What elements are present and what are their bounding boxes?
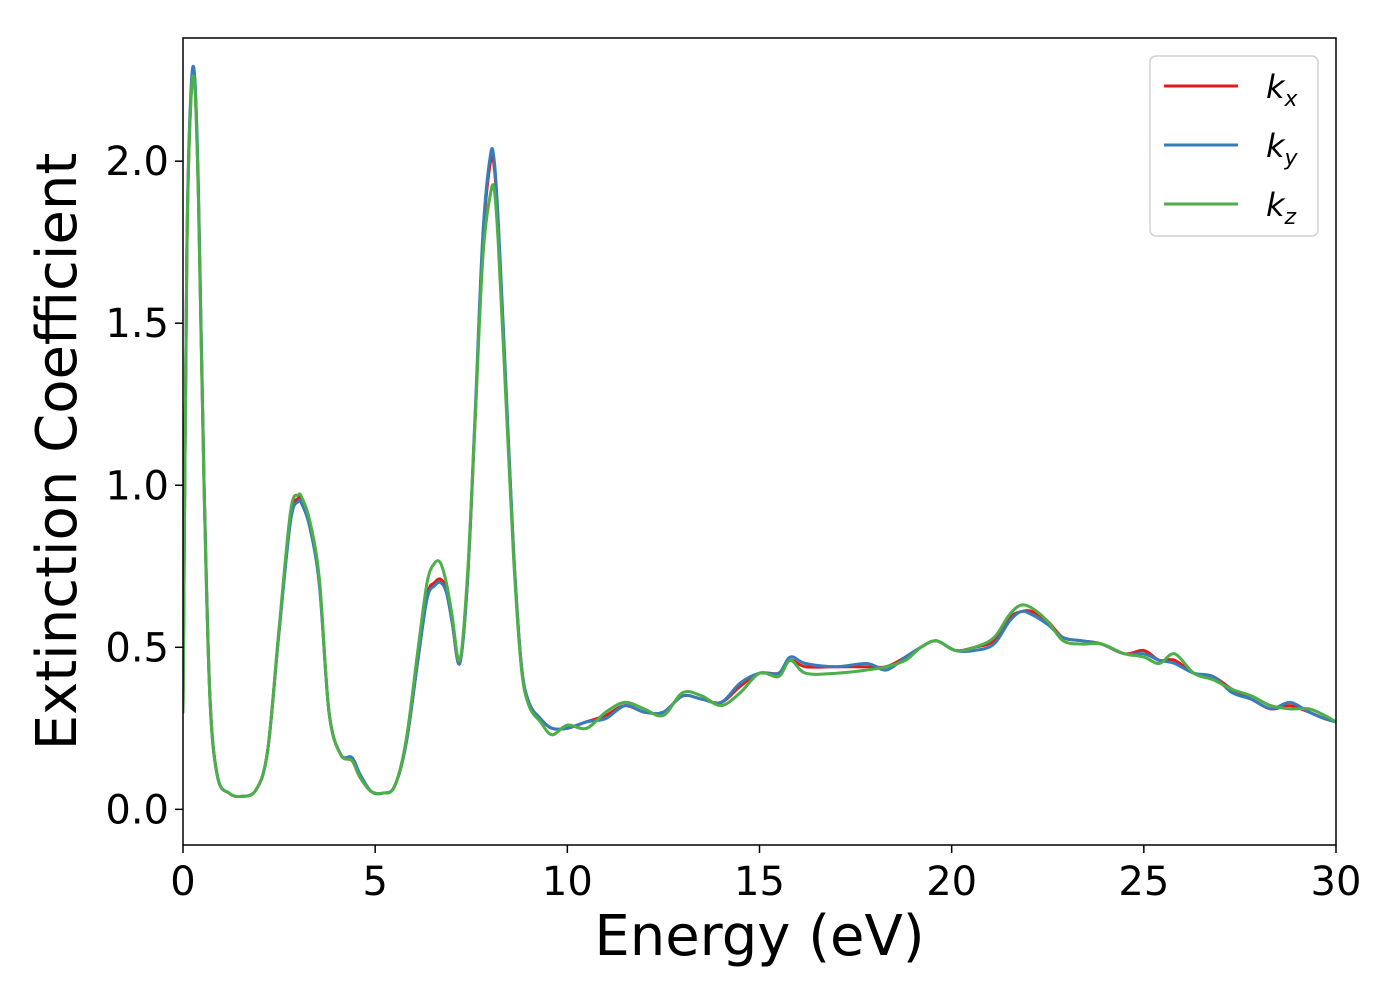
legend-label-z: kz — [1266, 186, 1297, 230]
series-lines — [183, 64, 1336, 799]
x-tick-label: 15 — [734, 859, 785, 905]
y-axis: 0.0 0.5 1.0 1.5 2.0 — [105, 139, 183, 833]
x-tick-label: 25 — [1118, 859, 1169, 905]
x-tick-label: 20 — [926, 859, 977, 905]
y-axis-title: Extinction Coefficient — [25, 153, 90, 751]
series-line-z — [183, 74, 1336, 799]
y-tick-label: 0.0 — [105, 787, 169, 833]
legend-label-x: kx — [1266, 68, 1299, 112]
legend: kx ky kz — [1149, 55, 1319, 237]
x-tick-label: 10 — [542, 859, 593, 905]
y-tick-label: 1.0 — [105, 463, 169, 509]
y-tick-label: 1.5 — [105, 301, 169, 347]
y-tick-label: 2.0 — [105, 139, 169, 185]
legend-label-y: ky — [1266, 127, 1299, 171]
x-axis: 0 5 10 15 20 25 30 — [170, 845, 1361, 905]
x-tick-label: 5 — [362, 859, 387, 905]
x-tick-label: 30 — [1311, 859, 1362, 905]
x-tick-label: 0 — [170, 859, 195, 905]
x-axis-title: Energy (eV) — [594, 904, 924, 969]
y-tick-label: 0.5 — [105, 625, 169, 671]
